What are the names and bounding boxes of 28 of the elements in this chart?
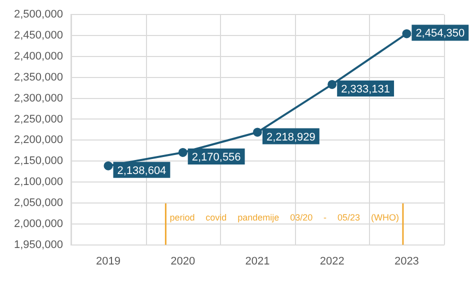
y-tick-label: 2,350,000 [14, 71, 63, 84]
y-tick-label: 2,000,000 [14, 218, 63, 230]
data-label: 2,138,604 [117, 164, 166, 177]
point [402, 29, 412, 38]
y-tick-label: 1,950,000 [14, 238, 63, 251]
text: period covid pandemije 03/20 - 05/23 (WHO) [170, 212, 399, 222]
point [328, 80, 337, 89]
x-tick-label: 2021 [245, 255, 270, 268]
x-tick-label: 2023 [394, 255, 419, 268]
point [252, 128, 262, 137]
data-label: 2,218,929 [266, 131, 316, 144]
y-tick-label: 2,300,000 [14, 92, 63, 104]
data-label: 2,333,131 [341, 83, 390, 96]
data-label: 2,454,350 [416, 28, 465, 40]
y-tick-label: 2,050,000 [14, 196, 63, 209]
y-tick-label: 2,250,000 [14, 113, 63, 126]
x-tick-label: 2020 [170, 255, 196, 268]
point [178, 148, 188, 157]
x-tick-label: 2019 [96, 255, 120, 268]
y-tick-label: 2,400,000 [14, 50, 63, 62]
data-label: 2,170,556 [192, 152, 241, 164]
y-tick-label: 2,200,000 [14, 134, 63, 146]
y-tick-label: 2,150,000 [14, 155, 63, 168]
y-tick-label: 2,500,000 [14, 8, 63, 21]
y-tick-label: 2,100,000 [14, 176, 63, 188]
x-tick-label: 2022 [320, 255, 344, 268]
y-tick-label: 2,450,000 [14, 30, 63, 42]
point [104, 161, 113, 170]
